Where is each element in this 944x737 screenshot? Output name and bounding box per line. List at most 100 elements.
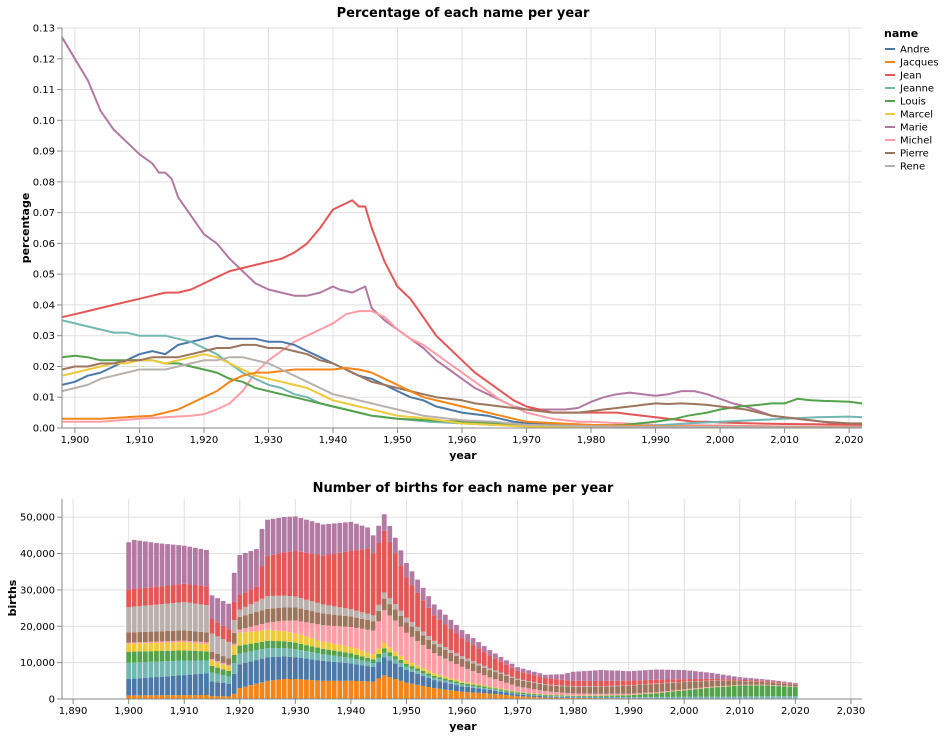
- bar-segment-marie: [487, 650, 493, 656]
- bar-segment-marie: [570, 671, 576, 681]
- bar-segment-louis: [492, 688, 498, 690]
- bar-segment-rene: [231, 620, 237, 633]
- bar-segment-jean: [676, 679, 682, 682]
- bar-segment-jean: [509, 667, 515, 677]
- bar-segment-louis: [526, 693, 532, 695]
- bar-segment-louis: [409, 666, 415, 669]
- bar-segment-michel: [570, 693, 576, 696]
- bar-segment-louis: [659, 692, 665, 697]
- bar-segment-jean: [792, 683, 798, 685]
- bar-segment-louis: [609, 695, 615, 697]
- bar-segment-jeanne: [237, 653, 243, 665]
- bar-segment-andre: [281, 656, 287, 679]
- bar-segment-michel: [454, 664, 459, 680]
- bar-segment-pierre: [554, 685, 559, 693]
- bar-segment-louis: [615, 695, 620, 697]
- top-y-tick-label: 0.02: [33, 362, 55, 373]
- bar-segment-pierre: [692, 681, 698, 689]
- bar-segment-michel: [248, 626, 254, 632]
- bar-segment-michel: [237, 629, 243, 633]
- bar-segment-marcel: [454, 679, 459, 682]
- bar-segment-andre: [620, 697, 626, 699]
- bar-segment-jeanne: [620, 696, 626, 698]
- bar-segment-marie: [715, 673, 720, 679]
- bar-segment-jeanne: [159, 661, 165, 677]
- bar-segment-louis: [465, 683, 470, 686]
- bar-segment-marie: [765, 679, 770, 682]
- bar-segment-louis: [148, 651, 154, 662]
- bar-segment-marie: [581, 671, 587, 681]
- series-line-rene: [61, 356, 863, 429]
- bar-segment-andre: [492, 690, 498, 695]
- bar-segment-rene: [137, 606, 143, 633]
- bar-segment-pierre: [515, 679, 520, 687]
- bar-segment-marie: [387, 526, 393, 542]
- bar-segment-michel: [276, 621, 282, 631]
- bar-segment-jeanne: [576, 696, 582, 698]
- births-stacked-bar-chart: 0 10,000 20,000 30,000 40,000 50,000 1,890 1,90…: [6, 481, 865, 733]
- bar-segment-michel: [476, 673, 482, 685]
- bar-segment-andre: [198, 673, 204, 696]
- bar-segment-andre: [242, 663, 248, 687]
- bar-segment-michel: [148, 641, 154, 644]
- bar-segment-marie: [720, 674, 726, 680]
- bottom-x-tick-label: 1,960: [448, 706, 477, 717]
- bar-segment-marcel: [159, 642, 165, 651]
- bar-segment-michel: [670, 690, 676, 692]
- bar-segment-michel: [665, 690, 670, 692]
- bar-segment-pierre: [509, 677, 515, 685]
- bar-segment-andre: [154, 677, 159, 696]
- bar-segment-jacques: [548, 697, 554, 699]
- bar-segment-louis: [176, 650, 182, 661]
- bar-segment-marie: [254, 549, 259, 587]
- bar-segment-jean: [720, 679, 726, 681]
- bar-segment-jacques: [187, 695, 193, 699]
- bar-segment-marie: [315, 522, 320, 555]
- bar-segment-andre: [526, 695, 532, 697]
- bar-segment-jeanne: [465, 685, 470, 687]
- bar-segment-michel: [231, 643, 237, 646]
- bar-segment-jacques: [281, 679, 287, 699]
- bar-segment-michel: [409, 636, 415, 663]
- bar-segment-jeanne: [787, 696, 793, 699]
- bar-segment-jean: [731, 679, 737, 681]
- bar-segment-marcel: [520, 692, 526, 693]
- bar-segment-jean: [131, 588, 137, 607]
- top-x-tick-label: 1,920: [190, 435, 219, 446]
- bar-segment-pierre: [209, 651, 215, 659]
- bar-segment-marcel: [237, 632, 243, 646]
- top-x-tick-label: 1,940: [319, 435, 348, 446]
- top-y-tick-label: 0.10: [33, 116, 55, 127]
- bar-segment-jeanne: [154, 661, 159, 678]
- bar-segment-pierre: [254, 612, 259, 626]
- bar-segment-louis: [287, 641, 293, 649]
- bar-segment-jeanne: [609, 696, 615, 698]
- bar-segment-marcel: [359, 650, 365, 657]
- bar-segment-andre: [170, 675, 176, 696]
- bar-segment-andre: [304, 658, 309, 680]
- bar-segment-pierre: [142, 631, 148, 643]
- bar-segment-marcel: [209, 660, 215, 666]
- bar-segment-marcel: [148, 643, 154, 652]
- bar-segment-marie: [154, 543, 159, 587]
- bar-segment-andre: [420, 676, 426, 686]
- bar-segment-louis: [654, 693, 659, 697]
- bar-segment-michel: [359, 628, 365, 651]
- bar-segment-louis: [365, 657, 370, 662]
- bar-segment-marie: [359, 525, 365, 550]
- legend-label-pierre: Pierre: [900, 149, 929, 160]
- bar-segment-louis: [265, 640, 270, 649]
- bar-segment-marcel: [281, 631, 287, 642]
- bar-segment-jeanne: [370, 663, 376, 667]
- bar-segment-jeanne: [304, 651, 309, 659]
- bar-segment-michel: [415, 640, 420, 666]
- bar-segment-marcel: [504, 689, 509, 691]
- bar-segment-michel: [209, 659, 215, 661]
- bar-segment-marie: [404, 563, 409, 578]
- bar-segment-andre: [265, 657, 270, 681]
- bar-segment-marie: [326, 523, 332, 555]
- bar-segment-andre: [431, 680, 437, 689]
- bar-segment-jeanne: [492, 689, 498, 691]
- bar-segment-andre: [437, 681, 443, 689]
- bar-segment-andre: [587, 697, 593, 699]
